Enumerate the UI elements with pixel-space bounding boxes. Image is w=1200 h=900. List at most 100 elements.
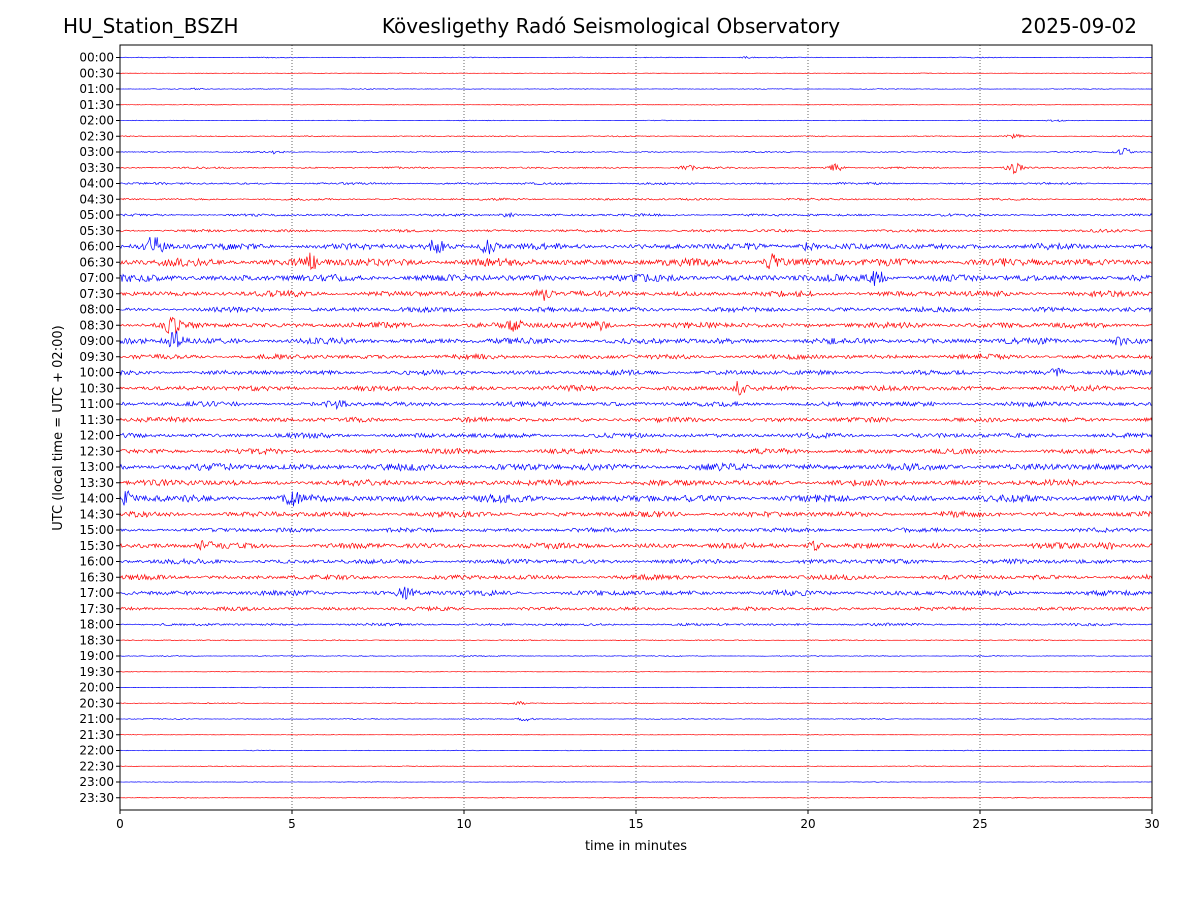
- trace-0730: [119, 288, 1153, 301]
- trace-1630: [119, 573, 1153, 581]
- trace-0400: [119, 181, 1153, 186]
- trace-2000: [119, 686, 1153, 689]
- trace-0300: [119, 147, 1153, 156]
- trace-1800: [119, 622, 1153, 627]
- trace-1900: [119, 655, 1153, 657]
- y-tick-label: 03:00: [79, 145, 114, 159]
- y-tick-label: 04:00: [79, 177, 114, 191]
- trace-1030: [119, 381, 1153, 396]
- x-tick-label: 5: [288, 817, 296, 831]
- trace-0330: [119, 162, 1153, 175]
- y-tick-label: 02:00: [79, 114, 114, 128]
- y-tick-label: 00:30: [79, 66, 114, 80]
- trace-1230: [119, 447, 1153, 456]
- trace-1300: [119, 461, 1153, 472]
- trace-2030: [119, 701, 1153, 706]
- trace-0200: [119, 119, 1153, 123]
- y-axis-label: UTC (local time = UTC + 02:00): [51, 325, 66, 530]
- trace-1830: [119, 639, 1153, 642]
- trace-2330: [119, 797, 1153, 799]
- y-tick-label: 01:30: [79, 98, 114, 112]
- y-tick-label: 21:30: [79, 728, 114, 742]
- y-tick-label: 05:30: [79, 224, 114, 238]
- y-tick-label: 20:00: [79, 681, 114, 695]
- y-tick-label: 05:00: [79, 208, 114, 222]
- y-tick-label: 19:30: [79, 665, 114, 679]
- trace-2300: [119, 781, 1153, 783]
- trace-1430: [119, 510, 1153, 519]
- station-label: HU_Station_BSZH: [63, 14, 239, 38]
- trace-1530: [119, 540, 1153, 551]
- y-tick-label: 21:00: [79, 712, 114, 726]
- y-tick-label: 13:30: [79, 476, 114, 490]
- y-tick-label: 13:00: [79, 460, 114, 474]
- trace-2130: [119, 734, 1153, 736]
- y-tick-label: 20:30: [79, 696, 114, 710]
- y-tick-label: 17:30: [79, 602, 114, 616]
- trace-1330: [119, 478, 1153, 487]
- trace-1930: [119, 671, 1153, 673]
- y-tick-label: 07:00: [79, 271, 114, 285]
- x-tick-label: 0: [116, 817, 124, 831]
- y-tick-label: 08:30: [79, 318, 114, 332]
- trace-1130: [119, 415, 1153, 424]
- trace-0000: [119, 55, 1153, 59]
- trace-2100: [119, 717, 1153, 722]
- y-tick-label: 08:00: [79, 303, 114, 317]
- y-tick-label: 06:30: [79, 255, 114, 269]
- y-tick-label: 15:00: [79, 523, 114, 537]
- y-tick-label: 12:00: [79, 429, 114, 443]
- y-tick-label: 09:30: [79, 350, 114, 364]
- trace-1700: [119, 586, 1153, 601]
- trace-2230: [119, 765, 1153, 767]
- trace-0030: [119, 72, 1153, 74]
- y-tick-label: 17:00: [79, 586, 114, 600]
- y-tick-label: 15:30: [79, 539, 114, 553]
- trace-0830: [119, 316, 1153, 335]
- trace-1100: [119, 400, 1153, 411]
- trace-0630: [119, 252, 1153, 271]
- y-tick-label: 09:00: [79, 334, 114, 348]
- y-tick-label: 06:00: [79, 240, 114, 254]
- observatory-title: Kövesligethy Radó Seismological Observat…: [381, 14, 841, 38]
- y-tick-label: 22:30: [79, 759, 114, 773]
- trace-2200: [119, 749, 1153, 752]
- x-tick-label: 10: [456, 817, 471, 831]
- y-tick-label: 12:30: [79, 444, 114, 458]
- y-tick-label: 00:00: [79, 51, 114, 65]
- grid-lines: [291, 45, 981, 810]
- trace-1730: [119, 605, 1153, 612]
- x-axis-ticks: 0 5 10 15 20 25 30: [116, 810, 1160, 831]
- trace-0930: [119, 352, 1153, 361]
- y-tick-label: 19:00: [79, 649, 114, 663]
- x-tick-label: 30: [1144, 817, 1159, 831]
- trace-1200: [119, 432, 1153, 440]
- trace-1600: [119, 557, 1153, 565]
- y-tick-label: 18:30: [79, 633, 114, 647]
- trace-0100: [119, 87, 1153, 91]
- y-tick-label: 18:00: [79, 618, 114, 632]
- trace-1500: [119, 526, 1153, 534]
- y-tick-label: 16:00: [79, 555, 114, 569]
- y-tick-label: 10:30: [79, 381, 114, 395]
- trace-0130: [119, 104, 1153, 106]
- trace-0430: [119, 197, 1153, 201]
- trace-0500: [119, 211, 1153, 218]
- trace-0530: [119, 228, 1153, 234]
- x-tick-label: 20: [800, 817, 815, 831]
- trace-1000: [119, 367, 1153, 377]
- seismic-traces: [119, 55, 1153, 799]
- y-tick-label: 04:30: [79, 192, 114, 206]
- y-tick-label: 16:30: [79, 570, 114, 584]
- trace-0700: [119, 270, 1153, 287]
- y-tick-label: 07:30: [79, 287, 114, 301]
- y-tick-label: 14:30: [79, 507, 114, 521]
- y-tick-label: 11:00: [79, 397, 114, 411]
- trace-0900: [119, 331, 1153, 348]
- y-tick-label: 14:00: [79, 492, 114, 506]
- y-tick-label: 23:30: [79, 791, 114, 805]
- y-tick-label: 22:00: [79, 744, 114, 758]
- x-tick-label: 25: [972, 817, 987, 831]
- y-tick-label: 11:30: [79, 413, 114, 427]
